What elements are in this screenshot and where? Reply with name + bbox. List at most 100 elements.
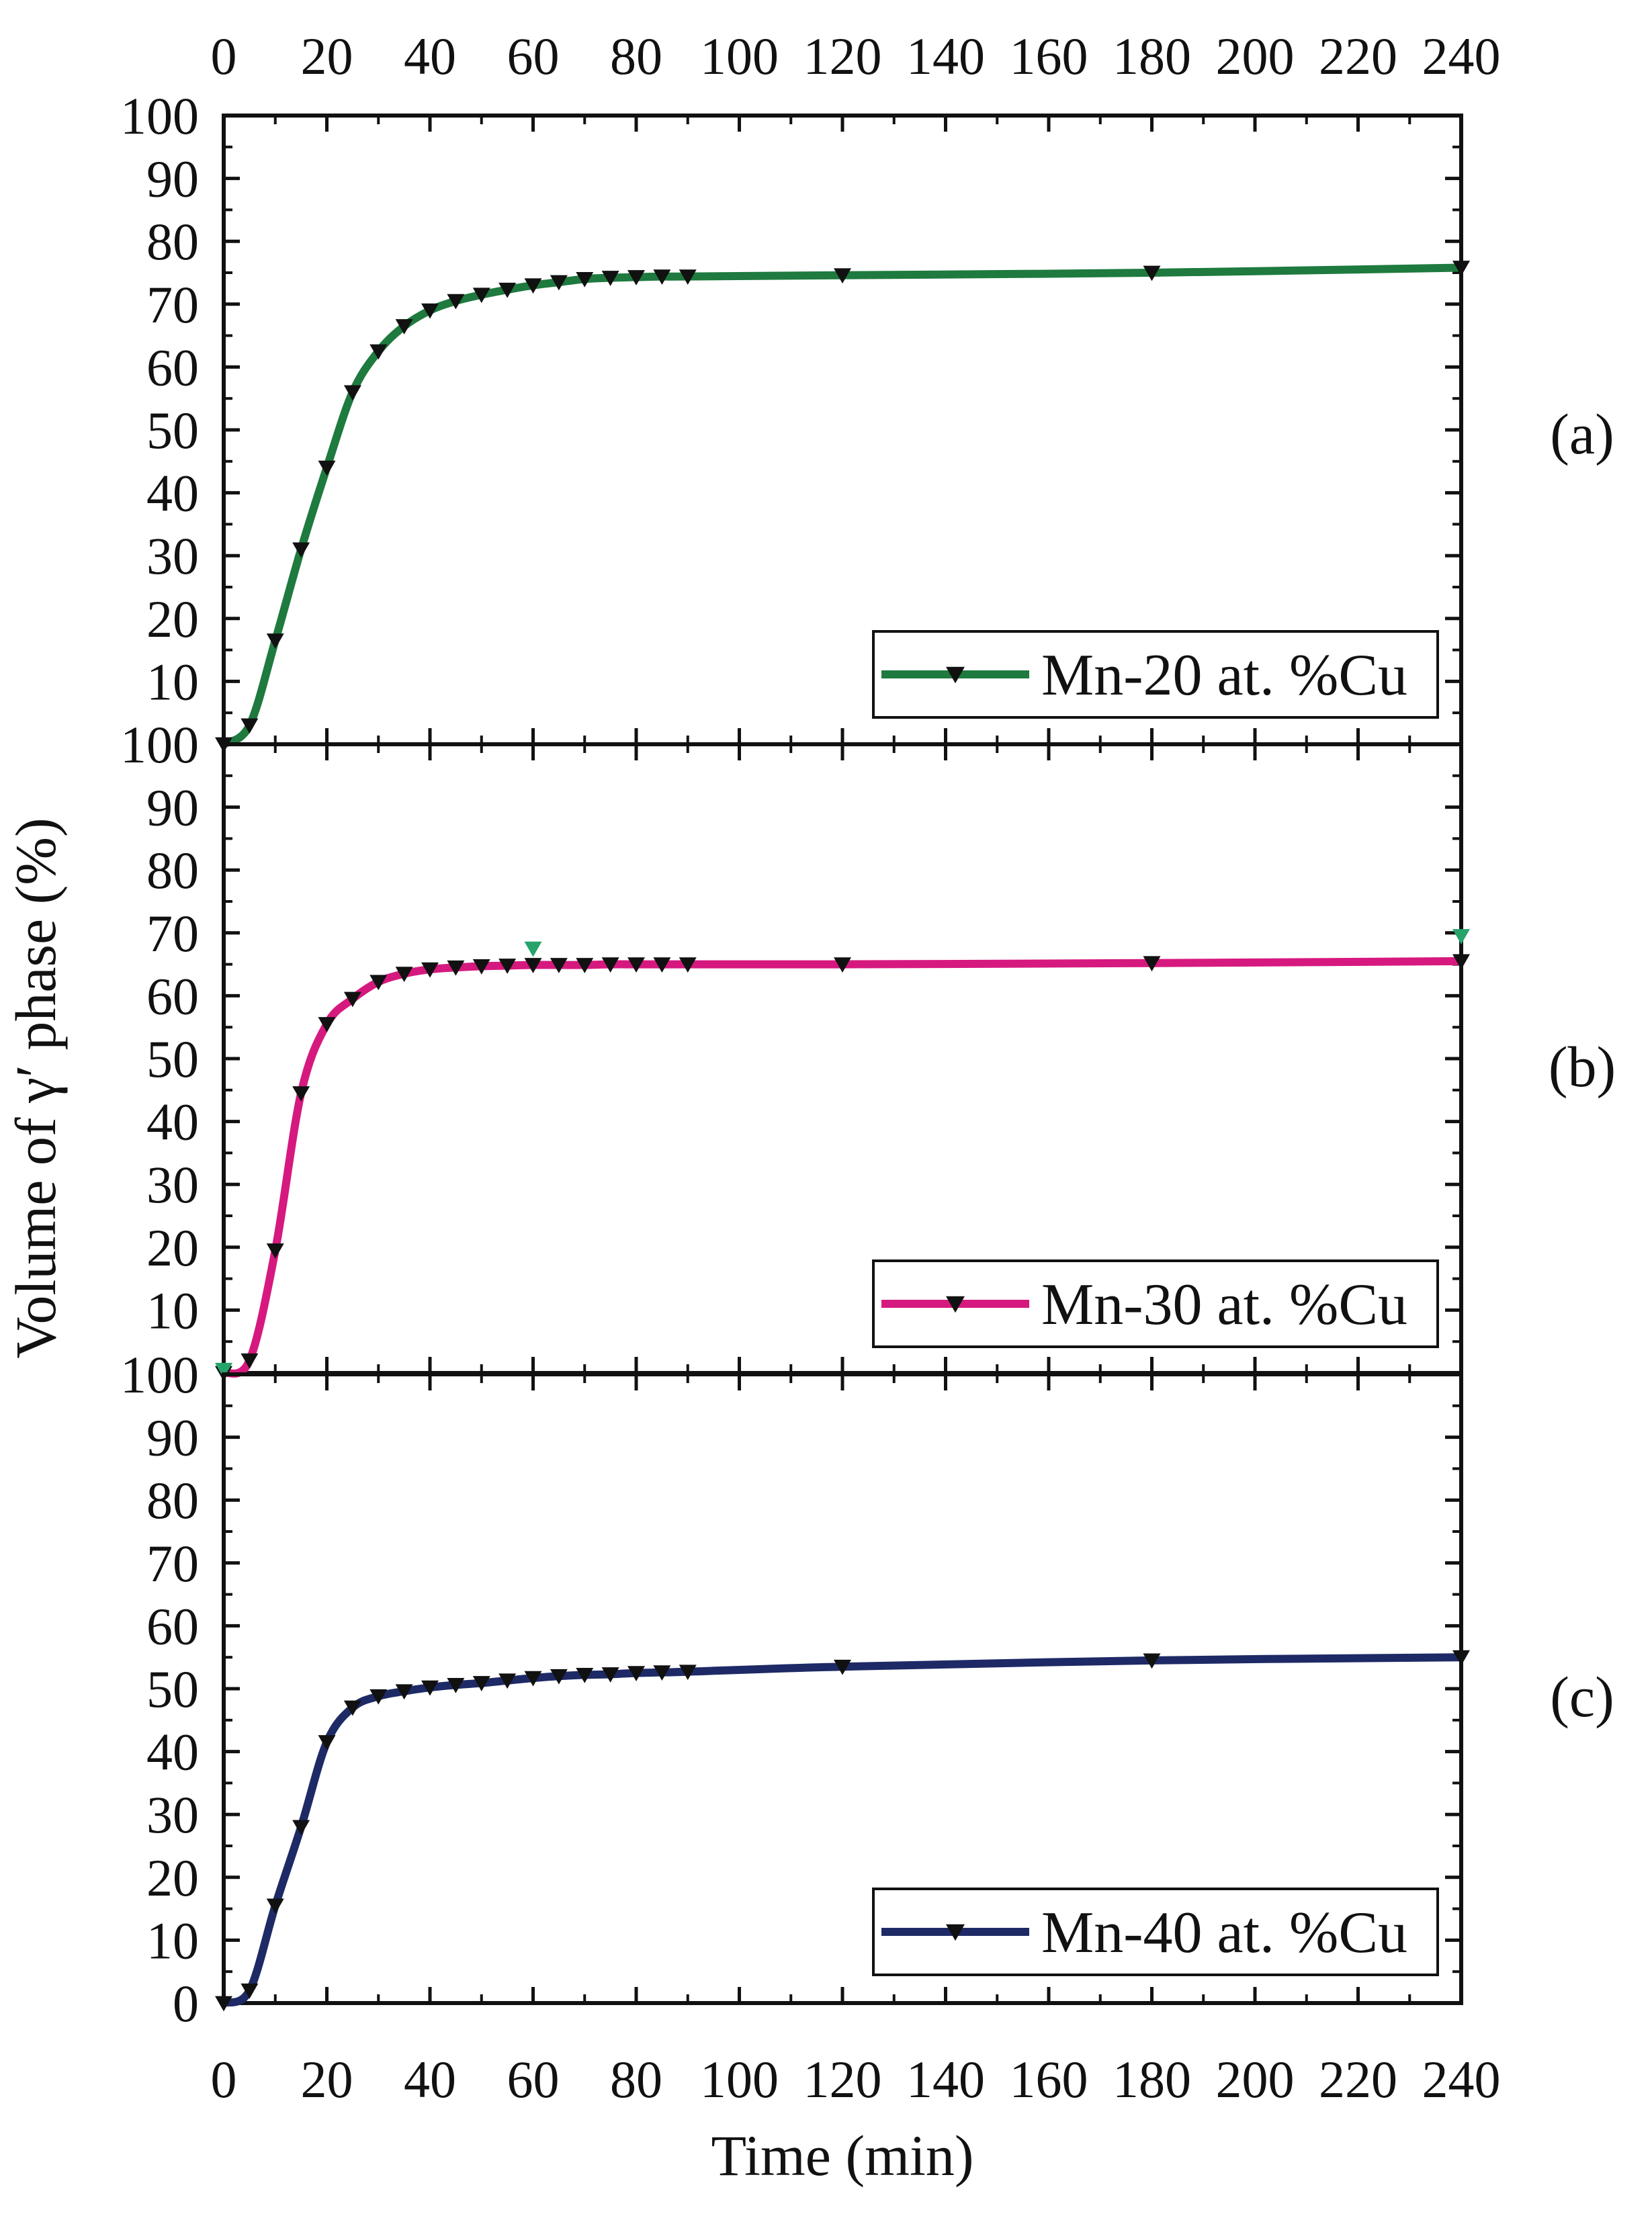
data-point-marker	[601, 957, 619, 973]
y-tick-label: 40	[146, 1723, 199, 1781]
y-tick-label: 80	[146, 1471, 199, 1530]
x-tick-label-bottom: 240	[1422, 2050, 1501, 2109]
y-tick-label: 90	[146, 1409, 199, 1467]
data-point-marker	[1143, 956, 1161, 972]
data-point-marker	[1452, 1650, 1470, 1666]
data-point-marker	[524, 278, 542, 294]
data-point-marker	[601, 1667, 619, 1683]
data-point-marker	[627, 1666, 645, 1681]
x-tick-label-top: 160	[1010, 27, 1088, 85]
data-point-marker	[421, 962, 439, 978]
data-point-marker	[601, 271, 619, 286]
panel-label: (b)	[1549, 1034, 1616, 1099]
data-point-marker	[369, 975, 388, 991]
stray-data-point	[524, 941, 542, 957]
data-point-marker	[1143, 265, 1161, 281]
data-point-marker	[369, 344, 388, 360]
y-tick-label: 70	[146, 1534, 199, 1593]
data-point-marker	[653, 269, 671, 285]
x-tick-label-bottom: 60	[507, 2050, 560, 2109]
x-tick-label-bottom: 0	[211, 2050, 237, 2109]
x-tick-label-bottom: 140	[906, 2050, 985, 2109]
data-point-marker	[395, 1684, 413, 1700]
data-point-marker	[550, 1669, 568, 1685]
legend-marker	[946, 666, 965, 684]
data-point-marker	[576, 958, 594, 973]
data-point-marker	[627, 270, 645, 285]
data-point-marker	[627, 957, 645, 973]
data-point-marker	[241, 1983, 259, 1999]
data-point-marker	[395, 967, 413, 982]
data-point-marker	[498, 1673, 517, 1689]
y-tick-label: 50	[146, 1660, 199, 1718]
x-tick-label-bottom: 80	[610, 2050, 662, 2109]
y-tick-label: 10	[146, 652, 199, 711]
data-point-marker	[472, 959, 490, 975]
y-tick-label: 100	[120, 87, 199, 145]
x-tick-label-top: 0	[211, 27, 237, 85]
legend-marker	[946, 1924, 965, 1941]
data-point-marker	[318, 1735, 336, 1750]
x-tick-label-bottom: 180	[1113, 2050, 1191, 2109]
x-tick-label-bottom: 160	[1010, 2050, 1088, 2109]
legend-label: Mn-40 at. %Cu	[1041, 1900, 1407, 1965]
data-point-marker	[472, 287, 490, 304]
data-point-marker	[834, 268, 851, 284]
data-point-marker	[498, 959, 517, 974]
x-tick-label-top: 80	[610, 27, 662, 85]
data-point-marker	[653, 957, 671, 973]
panel-label: (a)	[1550, 402, 1614, 466]
data-point-marker	[524, 1671, 542, 1687]
x-tick-label-bottom: 40	[404, 2050, 456, 2109]
data-point-marker	[679, 957, 697, 973]
data-point-marker	[524, 958, 542, 973]
x-tick-label-top: 20	[301, 27, 353, 85]
y-tick-label: 40	[146, 464, 199, 523]
stray-data-point	[215, 1362, 232, 1378]
x-tick-label-top: 180	[1113, 27, 1191, 85]
data-point-marker	[447, 1677, 465, 1693]
data-point-marker	[472, 1676, 490, 1691]
data-point-marker	[369, 1689, 388, 1705]
data-point-marker	[550, 958, 568, 973]
x-axis-title: Time (min)	[711, 2123, 973, 2188]
y-tick-label: 10	[146, 1281, 199, 1339]
data-point-marker	[679, 1665, 697, 1681]
data-point-marker	[292, 1086, 310, 1102]
data-point-marker	[447, 960, 465, 976]
series-line	[220, 263, 1465, 748]
y-tick-label: 20	[146, 1218, 199, 1277]
x-tick-label-top: 240	[1422, 27, 1501, 85]
data-point-marker	[550, 275, 568, 291]
y-tick-label: 50	[146, 401, 199, 459]
y-tick-label: 80	[146, 841, 199, 899]
y-tick-label: 30	[146, 527, 199, 585]
x-tick-label-top: 60	[507, 27, 560, 85]
panel-label: (c)	[1550, 1665, 1614, 1729]
data-point-marker	[266, 1243, 284, 1259]
y-tick-label: 30	[146, 1155, 199, 1214]
data-point-marker	[292, 1820, 310, 1836]
y-tick-label: 10	[146, 1911, 199, 1969]
x-tick-label-top: 40	[404, 27, 456, 85]
data-point-marker	[343, 1700, 361, 1716]
y-tick-label: 20	[146, 1849, 199, 1907]
legend-label: Mn-20 at. %Cu	[1041, 643, 1407, 708]
data-point-marker	[318, 460, 336, 476]
y-tick-label: 50	[146, 1030, 199, 1088]
data-point-marker	[834, 957, 851, 973]
data-point-marker	[576, 1668, 594, 1683]
y-tick-label: 90	[146, 150, 199, 208]
y-tick-label: 60	[146, 1597, 199, 1655]
data-point-marker	[266, 633, 284, 649]
x-tick-label-top: 120	[803, 27, 882, 85]
x-tick-label-top: 100	[700, 27, 779, 85]
data-point-marker	[343, 385, 361, 401]
x-tick-label-bottom: 200	[1216, 2050, 1295, 2109]
data-point-marker	[421, 303, 439, 319]
data-point-marker	[395, 319, 413, 335]
